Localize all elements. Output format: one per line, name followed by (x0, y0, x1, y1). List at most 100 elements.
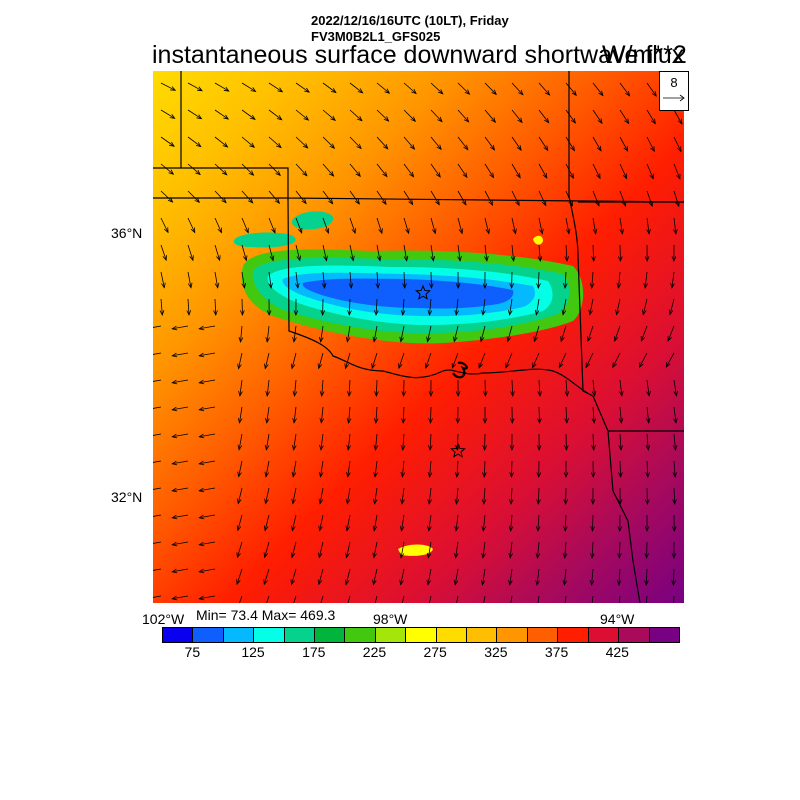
cloud-patch (398, 544, 433, 556)
wind-arrow (590, 514, 595, 533)
wind-arrow (241, 190, 254, 204)
wind-arrow (403, 190, 414, 206)
wind-arrow (646, 136, 655, 153)
wind-arrow (317, 568, 324, 586)
wind-arrow (372, 325, 378, 343)
wind-arrow (644, 568, 649, 587)
wind-arrow (372, 568, 378, 586)
wind-arrow (264, 433, 270, 451)
wind-arrow (214, 271, 220, 289)
model-name-label: FV3M0B2L1_GFS025 (311, 29, 441, 44)
wind-arrow (484, 244, 489, 262)
wind-arrow (349, 217, 356, 235)
map-panel (153, 71, 684, 603)
wind-arrow (511, 136, 522, 151)
border-line (592, 395, 641, 603)
wind-arrow (345, 541, 351, 559)
wind-arrow (237, 406, 243, 424)
wind-arrow (672, 487, 677, 506)
wind-arrow (187, 190, 201, 204)
wind-arrow (673, 217, 678, 235)
wind-arrow (238, 325, 244, 343)
wind-arrow (535, 514, 541, 532)
wind-arrow (536, 271, 541, 290)
wind-arrow (619, 163, 628, 180)
wind-arrow (241, 163, 255, 176)
wind-arrow (318, 514, 324, 532)
wind-arrow (376, 217, 383, 235)
wind-arrow (591, 244, 596, 263)
wind-arrow (612, 352, 621, 369)
wind-arrow (376, 82, 391, 94)
wind-arrow (673, 595, 675, 603)
wind-arrow (430, 136, 442, 151)
wind-arrow (187, 136, 202, 148)
colorbar-swatch (284, 628, 316, 642)
wind-arrow (672, 460, 678, 478)
wind-vectors (153, 82, 684, 603)
wind-arrow (590, 487, 596, 506)
wind-arrow (295, 217, 303, 234)
wind-arrow (479, 325, 486, 343)
wind-arrow (171, 406, 189, 412)
border-line (287, 197, 594, 397)
wind-arrow (403, 163, 415, 178)
wind-arrow (346, 379, 352, 397)
wind-arrow (399, 568, 405, 586)
wind-arrow (619, 217, 625, 235)
wind-arrow (198, 433, 216, 439)
colorbar-swatch (406, 628, 437, 642)
wind-arrow (399, 541, 405, 559)
wind-arrow (372, 514, 378, 532)
wind-arrow (290, 568, 297, 586)
units-label: W/m**2 (602, 41, 687, 69)
wind-arrow (400, 460, 406, 478)
wind-arrow (537, 379, 543, 397)
wind-arrow (376, 190, 387, 206)
wind-arrow (453, 568, 459, 586)
wind-arrow (171, 595, 189, 601)
wind-arrow (535, 541, 541, 559)
wind-arrow (160, 136, 175, 147)
wind-arrow (426, 325, 432, 343)
wind-arrow (562, 271, 568, 289)
map-canvas (153, 71, 684, 603)
wind-arrow (509, 271, 515, 290)
wind-arrow (320, 595, 324, 603)
wind-arrow (508, 568, 513, 586)
chart-title: instantaneous surface downward shortwave… (152, 41, 685, 69)
wind-arrow (538, 136, 549, 152)
colorbar-tick-label: 175 (302, 644, 326, 660)
wind-arrow (618, 595, 621, 603)
wind-arrow (318, 487, 324, 505)
wind-arrow (484, 82, 497, 96)
colorbar-swatch (497, 628, 528, 642)
wind-arrow (484, 136, 496, 151)
wind-arrow (558, 352, 567, 369)
border-line (568, 71, 594, 397)
wind-arrow (263, 514, 270, 532)
wind-arrow (592, 109, 603, 125)
wind-arrow (564, 595, 567, 603)
wind-arrow (532, 352, 540, 369)
wind-arrow (536, 460, 542, 479)
wind-arrow (322, 163, 335, 177)
colorbar-tick-label: 75 (184, 644, 201, 660)
wind-arrow (198, 406, 216, 412)
wind-arrow (427, 514, 432, 532)
wind-arrow (198, 568, 216, 574)
wind-arrow (645, 433, 651, 451)
colorbar-tick-label: 375 (544, 644, 569, 660)
wind-arrow (484, 190, 494, 207)
wind-arrow (430, 109, 443, 123)
wind-arrow (373, 406, 379, 424)
wind-arrow (401, 406, 406, 425)
wind-arrow (346, 406, 352, 424)
wind-arrow (214, 244, 221, 262)
wind-arrow (510, 244, 516, 262)
wind-arrow (673, 163, 681, 180)
lat-label-36n: 36°N (111, 225, 143, 241)
wind-arrow (264, 460, 270, 478)
wind-arrow (345, 514, 351, 532)
wind-arrow (592, 163, 601, 180)
